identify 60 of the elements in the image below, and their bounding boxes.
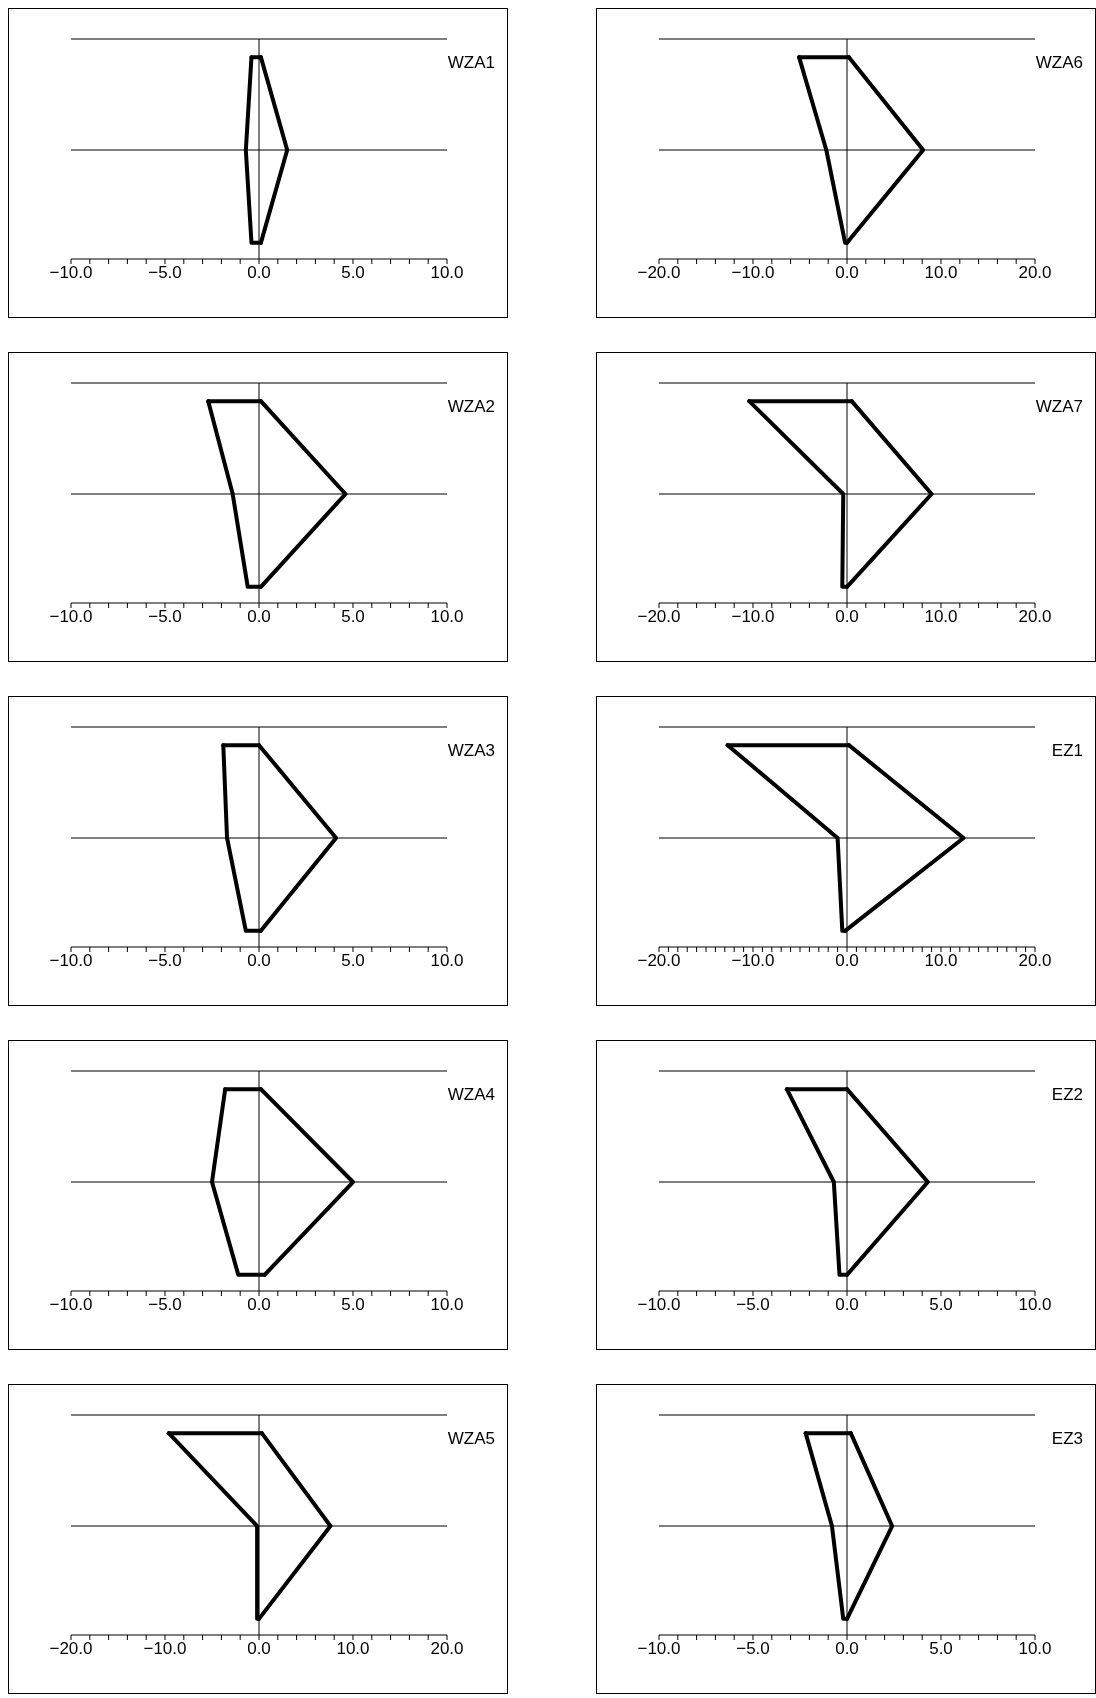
x-tick-label: 0.0 xyxy=(247,951,271,971)
chart-title: WZA2 xyxy=(447,397,495,417)
x-tick-label: −5.0 xyxy=(736,1639,770,1659)
x-tick-label: 0.0 xyxy=(247,607,271,627)
chart-title: EZ3 xyxy=(1051,1429,1083,1449)
x-tick-label: −5.0 xyxy=(148,263,182,283)
x-tick-label: 20.0 xyxy=(1018,263,1052,283)
x-tick-label: −10.0 xyxy=(731,951,775,971)
x-tick-label: −20.0 xyxy=(637,263,681,283)
x-tick-label: −10.0 xyxy=(731,263,775,283)
x-tick-label: −10.0 xyxy=(637,1295,681,1315)
x-tick-label: −5.0 xyxy=(148,951,182,971)
x-tick-label: −20.0 xyxy=(49,1639,93,1659)
x-tick-label: 10.0 xyxy=(1018,1295,1052,1315)
x-tick-label: 0.0 xyxy=(247,1295,271,1315)
chart-title: EZ2 xyxy=(1051,1085,1083,1105)
x-tick-label: −10.0 xyxy=(49,1295,93,1315)
x-tick-label: −20.0 xyxy=(637,607,681,627)
x-tick-label: 5.0 xyxy=(341,1295,365,1315)
x-tick-label: 10.0 xyxy=(430,1295,464,1315)
x-tick-label: 5.0 xyxy=(929,1639,953,1659)
x-tick-label: −10.0 xyxy=(49,263,93,283)
x-tick-label: −10.0 xyxy=(49,607,93,627)
x-tick-label: 0.0 xyxy=(835,951,859,971)
x-tick-label: −5.0 xyxy=(148,1295,182,1315)
chart-title: WZA4 xyxy=(447,1085,495,1105)
x-tick-label: 10.0 xyxy=(924,951,958,971)
x-tick-label: 0.0 xyxy=(835,263,859,283)
x-tick-label: 10.0 xyxy=(430,951,464,971)
x-tick-label: −10.0 xyxy=(637,1639,681,1659)
x-tick-label: 10.0 xyxy=(430,263,464,283)
x-tick-label: 0.0 xyxy=(835,1295,859,1315)
x-tick-label: 10.0 xyxy=(924,607,958,627)
chart-title: WZA6 xyxy=(1035,53,1083,73)
x-tick-label: 5.0 xyxy=(341,607,365,627)
x-tick-label: 0.0 xyxy=(247,263,271,283)
chart-title: WZA5 xyxy=(447,1429,495,1449)
chart-title: EZ1 xyxy=(1051,741,1083,761)
x-tick-label: 10.0 xyxy=(924,263,958,283)
x-tick-label: 20.0 xyxy=(430,1639,464,1659)
x-tick-label: −5.0 xyxy=(148,607,182,627)
x-tick-label: −10.0 xyxy=(731,607,775,627)
x-tick-label: −10.0 xyxy=(49,951,93,971)
x-tick-label: 5.0 xyxy=(341,951,365,971)
x-tick-label: 20.0 xyxy=(1018,607,1052,627)
x-tick-label: 0.0 xyxy=(835,1639,859,1659)
x-tick-label: 5.0 xyxy=(341,263,365,283)
x-tick-label: −10.0 xyxy=(143,1639,187,1659)
x-tick-label: 0.0 xyxy=(835,607,859,627)
x-tick-label: 10.0 xyxy=(336,1639,370,1659)
x-tick-label: −5.0 xyxy=(736,1295,770,1315)
x-tick-label: 20.0 xyxy=(1018,951,1052,971)
chart-title: WZA3 xyxy=(447,741,495,761)
x-tick-label: 0.0 xyxy=(247,1639,271,1659)
x-tick-label: 10.0 xyxy=(430,607,464,627)
x-tick-label: 5.0 xyxy=(929,1295,953,1315)
chart-title: WZA1 xyxy=(447,53,495,73)
chart-title: WZA7 xyxy=(1035,397,1083,417)
x-tick-label: 10.0 xyxy=(1018,1639,1052,1659)
x-tick-label: −20.0 xyxy=(637,951,681,971)
